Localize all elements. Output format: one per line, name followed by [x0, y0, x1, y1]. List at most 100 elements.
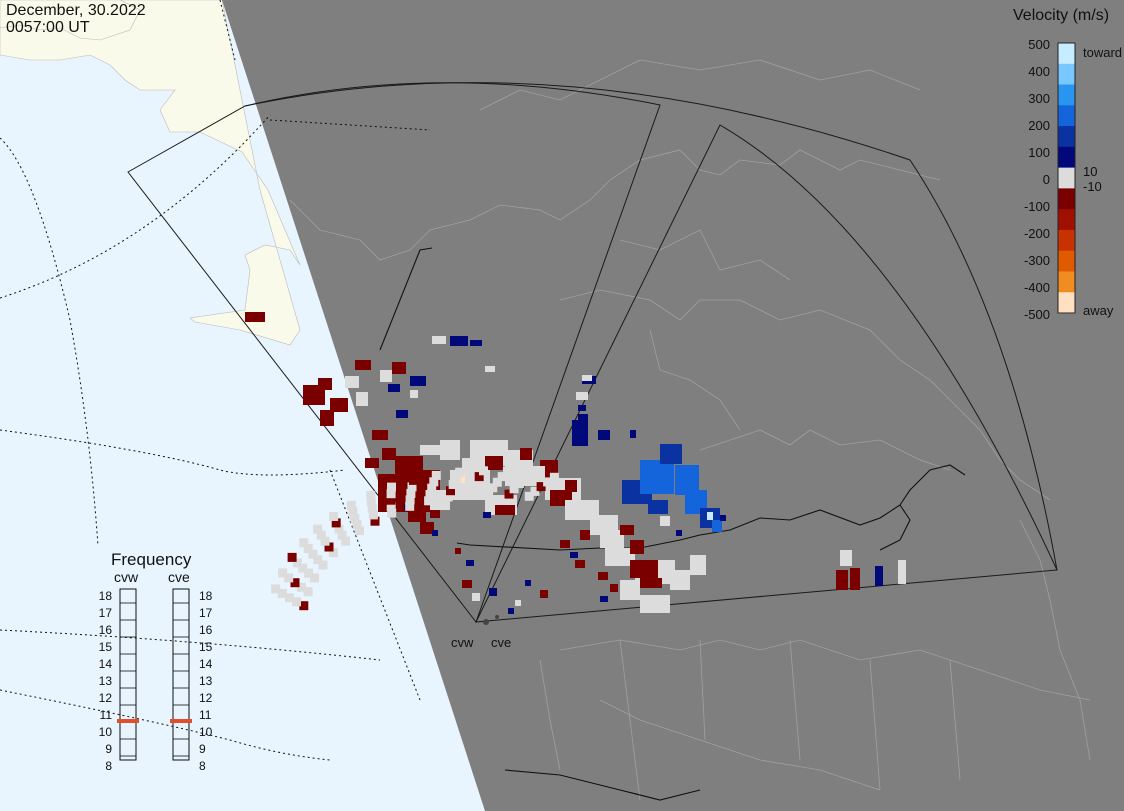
radar-echo-cell	[836, 570, 848, 590]
radar-echo-cell	[472, 593, 480, 601]
radar-echo-cell	[440, 440, 460, 460]
radar-echo-cell	[514, 479, 524, 488]
radar-echo-cell	[424, 496, 434, 506]
radar-echo-cell	[420, 445, 450, 455]
radar-echo-cell	[334, 524, 344, 534]
legend-title: Velocity (m/s)	[1013, 7, 1109, 24]
radar-echo-cell	[450, 336, 468, 346]
radar-echo-cell	[432, 336, 446, 344]
radar-echo-cell	[508, 608, 514, 614]
frequency-selected-marker	[170, 719, 192, 723]
legend-toward-label: toward	[1083, 45, 1122, 60]
radar-echo-cell	[580, 530, 590, 540]
radar-echo-cell	[308, 549, 318, 559]
radar-echo-cell	[598, 430, 610, 440]
radar-site-markers: cvw cve	[451, 615, 511, 650]
frequency-ladder-frame	[172, 588, 190, 761]
radar-echo-cell	[492, 477, 502, 487]
radar-echo-cell	[296, 582, 306, 592]
radar-echo-cell	[320, 536, 330, 546]
radar-echo-cell	[432, 530, 438, 536]
radar-echo-cell	[352, 520, 362, 529]
radar-echo-cell	[610, 584, 618, 592]
radar-echo-cell	[536, 482, 546, 492]
radar-echo-cell	[313, 555, 323, 565]
legend-threshold-neg: -10	[1083, 179, 1102, 194]
radar-echo-cell	[488, 483, 498, 493]
radar-echo-cell	[316, 530, 326, 540]
frequency-level-label: 8	[199, 759, 206, 773]
radar-echo-cell	[495, 505, 515, 515]
coastlines	[289, 59, 1091, 801]
frequency-level-label: 11	[199, 708, 212, 722]
frequency-level-label: 10	[199, 725, 213, 739]
frequency-level-label: 18	[99, 589, 113, 603]
legend-color-segment	[1058, 105, 1075, 127]
radar-echo-cell	[572, 420, 588, 446]
radar-echo-cell	[455, 467, 465, 477]
frequency-level-label: 8	[105, 759, 112, 773]
radar-echo-cell	[271, 584, 281, 594]
radar-echo-cell	[425, 490, 435, 499]
radar-echo-cell	[502, 466, 512, 476]
frequency-level-label: 12	[199, 691, 213, 705]
radar-echo-cell	[640, 578, 662, 588]
radar-echo-cell	[690, 555, 706, 575]
time-label: 0057:00 UT	[6, 19, 90, 36]
geo-grid	[0, 0, 431, 761]
radar-echo-cell	[382, 448, 396, 460]
radar-echo-cell	[290, 578, 300, 588]
radar-echo-cell	[318, 560, 328, 570]
radar-echo-cell	[348, 507, 358, 517]
radar-echo-cell	[386, 502, 396, 512]
radar-echo-cell	[504, 489, 514, 499]
radar-echo-cell	[406, 488, 416, 498]
legend-colorbar	[1057, 42, 1076, 314]
radar-echo-cell	[578, 414, 588, 424]
radar-echo-cell	[408, 508, 426, 522]
radar-echo-cell	[328, 548, 338, 558]
frequency-selected-marker	[117, 719, 139, 723]
radar-echo-cell	[341, 536, 351, 546]
radar-echo-cell	[898, 560, 906, 584]
radar-echo-cell	[380, 370, 392, 382]
radar-echo-cell	[712, 520, 722, 532]
radar-echo-cell	[277, 589, 287, 598]
radar-echo-cell	[670, 570, 690, 590]
radar-echo-cell	[284, 593, 294, 603]
radar-echo-cell	[549, 472, 559, 482]
night-terminator	[222, 0, 1124, 811]
radar-echo-cell	[245, 312, 265, 322]
radar-echo-cell	[520, 473, 530, 483]
radar-echo-cell	[387, 508, 397, 518]
radar-echo-cell	[850, 568, 860, 590]
legend-tick-label: 500	[1028, 37, 1050, 52]
legend-color-segment	[1058, 292, 1075, 314]
frequency-level-label: 9	[105, 742, 112, 756]
radar-echo-cell	[576, 392, 588, 400]
legend-color-segment	[1058, 188, 1075, 210]
radar-echo-cell	[526, 468, 536, 478]
radar-echo-cell	[484, 489, 494, 498]
frequency-title: Frequency	[111, 550, 192, 569]
radar-echo-cell	[409, 475, 418, 485]
radar-echo-cell	[366, 490, 376, 500]
radar-echo-cell	[299, 601, 309, 611]
legend-color-segment	[1058, 146, 1075, 169]
siberia-coast	[0, 0, 141, 41]
legend-tick-label: 400	[1028, 64, 1050, 79]
frequency-level-label: 10	[99, 725, 113, 739]
radar-echo-cell	[368, 510, 378, 520]
frequency-radar-cve: cve	[168, 569, 190, 585]
frequency-level-label: 12	[99, 691, 113, 705]
radar-echo-cell	[318, 378, 332, 390]
legend-tick-label: -300	[1024, 253, 1050, 268]
frequency-level-label: 14	[99, 657, 113, 671]
radar-echo-cell	[640, 460, 674, 494]
radar-echo-cell	[485, 456, 503, 470]
radar-echo-cell	[430, 510, 440, 518]
legend-color-segment	[1058, 271, 1075, 293]
radar-echo-cell	[620, 580, 640, 600]
radar-echo-cell	[292, 558, 302, 568]
